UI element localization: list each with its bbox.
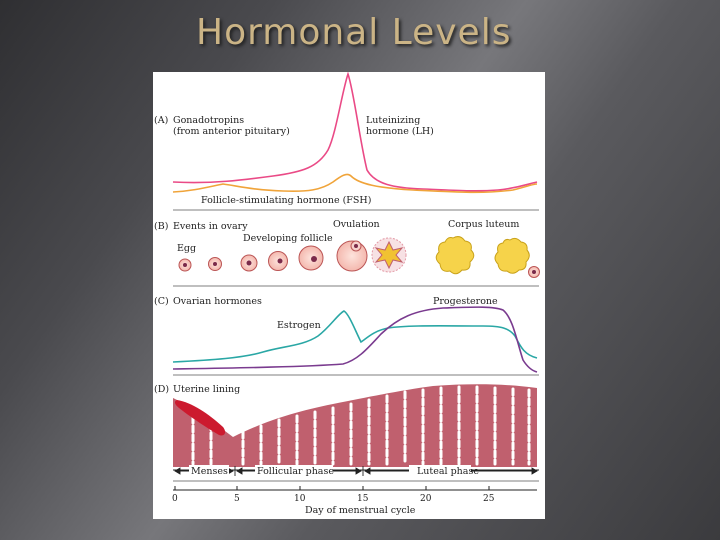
- tick-20: 20: [420, 494, 432, 504]
- tick-10: 10: [294, 494, 306, 504]
- menstrual-flow: [174, 400, 226, 436]
- x-axis: 0 5 10 15 20 25 Day of menstrual cycle: [172, 486, 537, 516]
- corpus-luteum-1: [435, 236, 475, 275]
- developing-follicle-2: [268, 251, 288, 271]
- egg-label: Egg: [177, 243, 196, 254]
- tick-15: 15: [357, 494, 369, 504]
- panel-d-letter: (D): [154, 384, 169, 395]
- estrogen-label: Estrogen: [277, 320, 321, 331]
- lh-label-line2: hormone (LH): [366, 126, 434, 137]
- cycle-diagram-svg: (A) Gonadotropins (from anterior pituita…: [154, 72, 540, 516]
- slide-title: Hormonal Levels: [196, 12, 512, 53]
- lh-curve: [172, 72, 538, 192]
- menses-label: Menses: [191, 466, 228, 477]
- panel-c-letter: (C): [154, 296, 169, 307]
- menses-label-bg: [189, 465, 229, 477]
- lh-label: Luteinizing: [366, 115, 420, 126]
- developing-follicle-1: [240, 254, 258, 272]
- developing-follicle-label: Developing follicle: [243, 233, 333, 244]
- ovulation-label: Ovulation: [333, 219, 380, 230]
- progesterone-curve: [172, 306, 538, 373]
- follicular-label-bg: [255, 465, 333, 477]
- fsh-curve: [172, 173, 538, 194]
- x-axis-label: Day of menstrual cycle: [305, 505, 416, 516]
- panel-b-heading: Events in ovary: [173, 221, 248, 232]
- mature-follicle: [336, 240, 368, 272]
- panel-a-heading: Gonadotropins: [173, 115, 244, 126]
- egg-follicle-2: [208, 257, 222, 271]
- follicular-phase-label: Follicular phase: [257, 466, 334, 477]
- uterine-lining: [173, 384, 537, 467]
- tick-0: 0: [172, 494, 178, 504]
- follicle-sequence: [178, 236, 540, 278]
- corpus-luteum-2: [494, 237, 530, 274]
- fsh-label: Follicle-stimulating hormone (FSH): [201, 195, 371, 206]
- panel-a-subheading: (from anterior pituitary): [173, 126, 290, 137]
- menstrual-cycle-figure: (A) Gonadotropins (from anterior pituita…: [153, 72, 545, 519]
- panel-b-letter: (B): [154, 221, 168, 232]
- new-follicle: [528, 266, 540, 278]
- egg-follicle-1: [178, 258, 192, 272]
- luteal-label-bg: [409, 465, 471, 477]
- uterine-glands: [191, 385, 531, 466]
- panel-c-heading: Ovarian hormones: [173, 296, 262, 307]
- estrogen-curve: [172, 310, 538, 363]
- tick-5: 5: [234, 494, 240, 504]
- panel-a-letter: (A): [154, 115, 168, 126]
- luteal-phase-label: Luteal phase: [417, 466, 479, 477]
- panel-d-heading: Uterine lining: [173, 384, 240, 395]
- developing-follicle-3: [298, 245, 324, 271]
- progesterone-label: Progesterone: [433, 296, 498, 307]
- corpus-luteum-label: Corpus luteum: [448, 219, 519, 230]
- ruptured-follicle: [371, 237, 407, 273]
- tick-25: 25: [483, 494, 495, 504]
